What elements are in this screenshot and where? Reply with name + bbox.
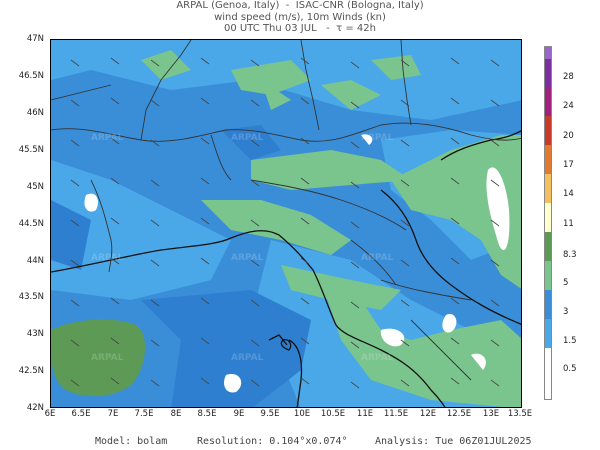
lat-label: 42.5N bbox=[18, 366, 44, 376]
lon-label: 13.5E bbox=[507, 409, 533, 419]
colorbar-segment bbox=[545, 319, 551, 348]
colorbar-segment bbox=[545, 232, 551, 261]
watermark-text: ARPAL bbox=[361, 133, 394, 143]
map-header: ARPAL (Genoa, Italy) - ISAC-CNR (Bologna… bbox=[0, 0, 600, 35]
wind-barbs bbox=[70, 57, 500, 389]
colorbar-segment bbox=[545, 174, 551, 203]
lon-label: 11.5E bbox=[383, 409, 409, 419]
watermark-text: ARPAL bbox=[231, 353, 264, 363]
header-line-3: 00 UTC Thu 03 JUL - τ = 42h bbox=[224, 23, 376, 34]
colorbar-label: 3 bbox=[563, 307, 569, 317]
lon-label: 8E bbox=[170, 409, 182, 419]
speed-band-dark-green bbox=[51, 319, 146, 397]
watermark: ARPAL ARPAL ARPAL ARPAL ARPAL ARPAL ARPA… bbox=[91, 133, 394, 363]
watermark-text: ARPAL bbox=[361, 353, 394, 363]
lon-label: 9.5E bbox=[260, 409, 280, 419]
colorbar-segment bbox=[545, 348, 551, 399]
lat-label: 46.5N bbox=[18, 71, 44, 81]
lon-label: 11E bbox=[356, 409, 374, 419]
lon-label: 10.5E bbox=[320, 409, 346, 419]
colorbar-label: 28 bbox=[563, 72, 574, 82]
watermark-text: ARPAL bbox=[231, 133, 264, 143]
colorbar-label: 20 bbox=[563, 131, 574, 141]
wind-speed-map[interactable]: ARPAL ARPAL ARPAL ARPAL ARPAL ARPAL ARPA… bbox=[50, 39, 522, 408]
lon-label: 9E bbox=[233, 409, 245, 419]
colorbar bbox=[544, 46, 552, 400]
watermark-text: ARPAL bbox=[361, 253, 394, 263]
colorbar-label: 11 bbox=[563, 219, 574, 229]
footer-resolution: Resolution: 0.104°x0.074° bbox=[197, 436, 348, 447]
colorbar-segment bbox=[545, 261, 551, 290]
colorbar-segment bbox=[545, 290, 551, 319]
watermark-text: ARPAL bbox=[91, 353, 124, 363]
lat-label: 46N bbox=[26, 108, 44, 118]
lon-label: 8.5E bbox=[197, 409, 217, 419]
watermark-text: ARPAL bbox=[91, 253, 124, 263]
lon-label: 7E bbox=[107, 409, 119, 419]
lat-label: 44N bbox=[26, 256, 44, 266]
watermark-text: ARPAL bbox=[231, 253, 264, 263]
lat-label: 43N bbox=[26, 329, 44, 339]
colorbar-label: 1.5 bbox=[563, 336, 577, 346]
colorbar-label: 17 bbox=[563, 160, 574, 170]
map-canvas: ARPAL ARPAL ARPAL ARPAL ARPAL ARPAL ARPA… bbox=[51, 40, 521, 407]
lon-label: 6E bbox=[44, 409, 56, 419]
header-line-1: ARPAL (Genoa, Italy) - ISAC-CNR (Bologna… bbox=[176, 0, 424, 11]
lon-label: 7.5E bbox=[134, 409, 154, 419]
speed-band-dark-blue bbox=[51, 125, 311, 407]
lon-label: 12.5E bbox=[446, 409, 472, 419]
lat-label: 43.5N bbox=[18, 292, 44, 302]
header-line-2: wind speed (m/s), 10m Winds (kn) bbox=[214, 11, 386, 23]
calm-patches bbox=[84, 134, 510, 393]
lon-label: 6.5E bbox=[71, 409, 91, 419]
lat-label: 44.5N bbox=[18, 219, 44, 229]
colorbar-segment bbox=[545, 145, 551, 174]
colorbar-label: 5 bbox=[563, 278, 569, 288]
colorbar-segment bbox=[545, 203, 551, 232]
lat-label: 45N bbox=[26, 182, 44, 192]
lon-label: 10E bbox=[293, 409, 311, 419]
footer-model: Model: bolam bbox=[95, 436, 168, 447]
colorbar-label: 24 bbox=[563, 101, 574, 111]
political-borders bbox=[51, 40, 521, 381]
colorbar-label: 8.3 bbox=[563, 250, 577, 260]
lon-label: 13E bbox=[482, 409, 500, 419]
lat-label: 47N bbox=[26, 34, 44, 44]
watermark-text: ARPAL bbox=[91, 133, 124, 143]
lat-label: 45.5N bbox=[18, 145, 44, 155]
colorbar-label: 14 bbox=[563, 189, 574, 199]
footer-analysis: Analysis: Tue 06Z01JUL2025 bbox=[375, 436, 532, 447]
colorbar-segment bbox=[545, 116, 551, 145]
lat-label: 42N bbox=[26, 403, 44, 413]
lon-label: 12E bbox=[419, 409, 437, 419]
colorbar-segment bbox=[545, 47, 551, 59]
colorbar-segment bbox=[545, 59, 551, 87]
colorbar-label: 0.5 bbox=[563, 364, 577, 374]
colorbar-segment bbox=[545, 87, 551, 116]
